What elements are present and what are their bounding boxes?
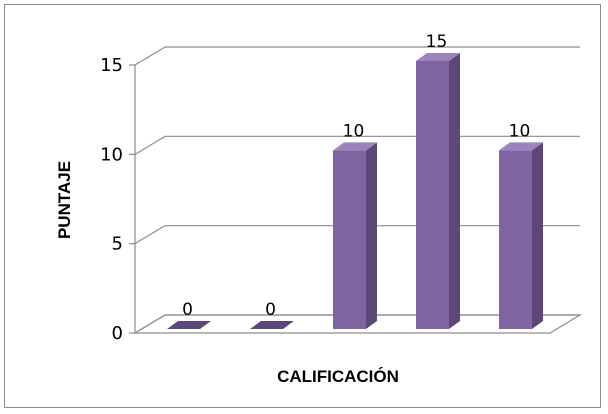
x-axis-title: CALIFICACIÓN [277, 367, 399, 386]
bar [416, 53, 460, 329]
gridline-wall [134, 46, 166, 66]
chart-floor [132, 314, 583, 334]
bar-side [532, 142, 543, 329]
bar-top [333, 142, 377, 151]
data-label: 0 [265, 300, 276, 320]
bar-top [250, 321, 294, 329]
bar [499, 142, 543, 329]
gridline-wall [134, 225, 166, 245]
bar [167, 321, 211, 329]
value-axis: 0 5 10 15 [100, 55, 136, 344]
data-label: 10 [509, 121, 531, 141]
gridline-wall [134, 135, 166, 155]
bar-top [416, 53, 460, 61]
bar-side [366, 142, 377, 329]
bar [333, 142, 377, 329]
bar-side [449, 53, 460, 329]
bars [167, 53, 543, 329]
bar-front [499, 150, 532, 329]
bar-top [499, 142, 543, 151]
y-axis-title: PUNTAJE [55, 161, 74, 239]
data-label: 15 [426, 32, 448, 52]
y-tick-label: 5 [112, 234, 123, 255]
bar-front [333, 150, 366, 329]
y-tick-label: 0 [112, 323, 123, 344]
data-label: 10 [343, 121, 365, 141]
data-labels: 0 0 10 15 10 [182, 32, 530, 320]
bar-top [167, 321, 211, 329]
bar [250, 321, 294, 329]
data-label: 0 [182, 300, 193, 320]
y-tick-label: 15 [100, 55, 123, 76]
bar-front [416, 61, 449, 329]
y-tick-label: 10 [100, 144, 123, 165]
